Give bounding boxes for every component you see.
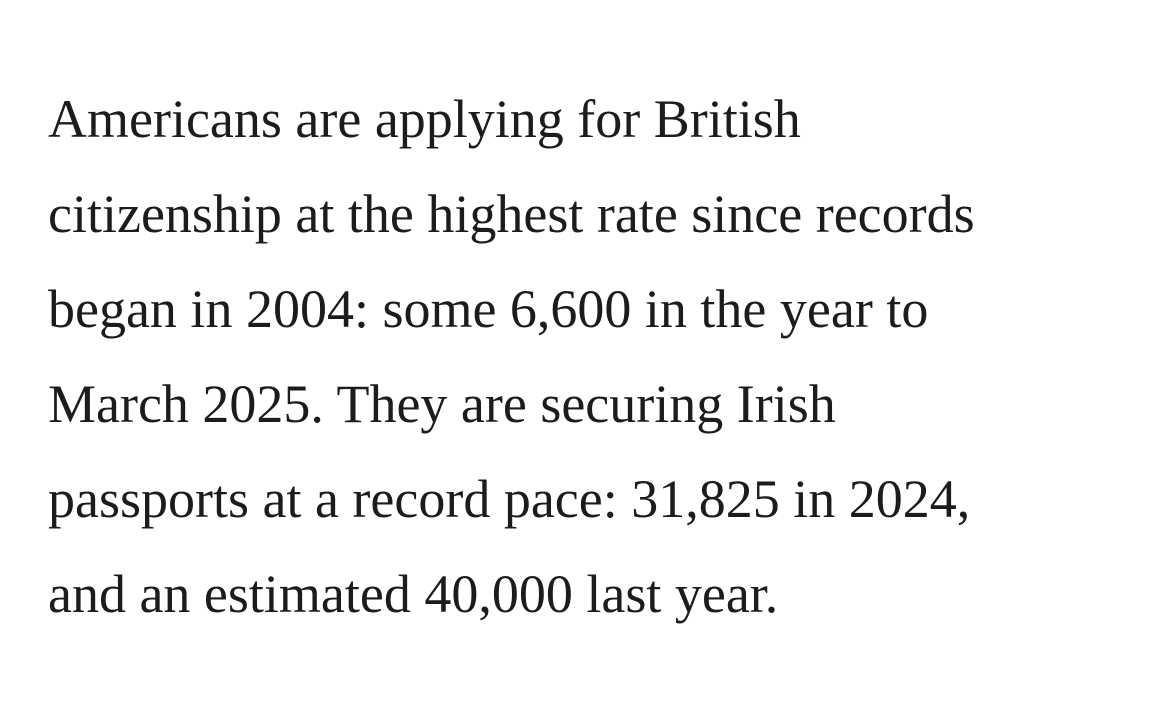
article-paragraph: Americans are applying for British citiz… [48,72,1148,642]
paragraph-line: began in 2004: some 6,600 in the year to [48,279,929,339]
paragraph-line: and an estimated 40,000 last year. [48,564,779,624]
paragraph-line: Americans are applying for British [48,89,801,149]
paragraph-line: March 2025. They are securing Irish [48,374,836,434]
paragraph-line: passports at a record pace: 31,825 in 20… [48,469,971,529]
paragraph-line: citizenship at the highest rate since re… [48,184,975,244]
